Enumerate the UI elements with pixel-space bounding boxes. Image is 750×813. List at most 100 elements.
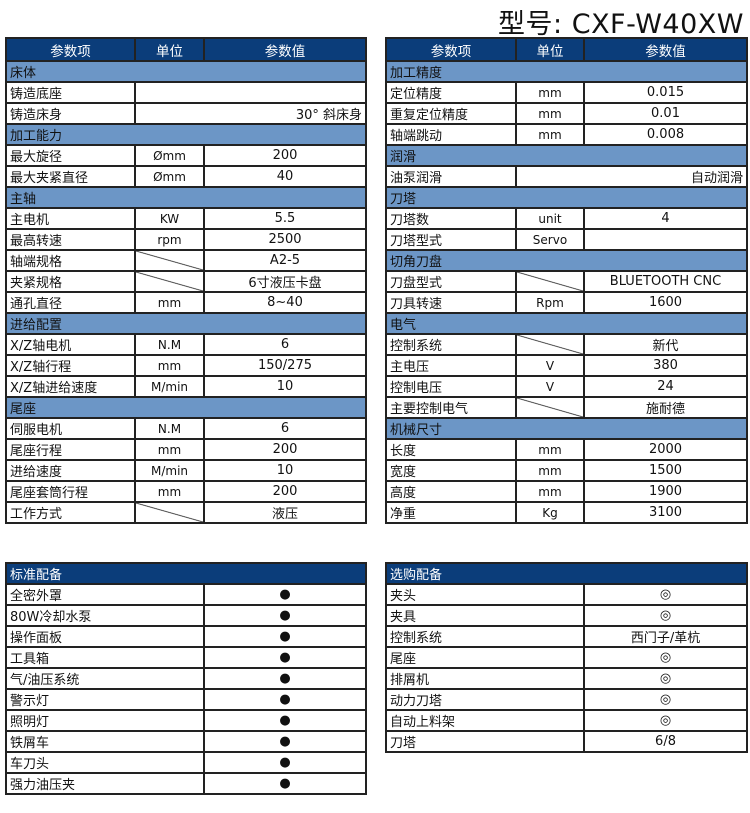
- header-unit: 单位: [515, 37, 585, 62]
- param-value: 10: [203, 375, 367, 398]
- equipment-name: 控制系统: [385, 625, 585, 648]
- param-unit: mm: [134, 438, 205, 461]
- unit-not-applicable: [134, 270, 205, 293]
- param-unit: Ømm: [134, 144, 205, 167]
- section-title: 电气: [385, 312, 748, 335]
- table-row: 净重 Kg 3100: [385, 501, 748, 524]
- param-unit: mm: [515, 480, 585, 503]
- param-value: 30° 斜床身: [134, 102, 367, 125]
- equipment-name: 全密外罩: [5, 583, 205, 606]
- equipment-row: 工具箱 ●: [5, 646, 368, 669]
- equipment-row: 气/油压系统 ●: [5, 667, 368, 690]
- param-unit: Servo: [515, 228, 585, 251]
- header-param: 参数项: [5, 37, 136, 62]
- table-row: 刀具转速 Rpm 1600: [385, 291, 748, 314]
- section-row: 进给配置: [5, 312, 367, 335]
- equipment-header-row: 选购配备: [384, 562, 749, 585]
- param-value: 5.5: [203, 207, 367, 230]
- table-row: 控制系统 新代: [385, 333, 748, 356]
- param-name: 高度: [385, 480, 517, 503]
- table-row: 通孔直径 mm 8~40: [5, 291, 367, 314]
- equipment-name: 铁屑车: [5, 730, 205, 753]
- param-value: 6: [203, 333, 367, 356]
- equipment-row: 车刀头 ●: [5, 751, 368, 774]
- section-row: 电气: [385, 312, 748, 335]
- equipment-name: 动力刀塔: [385, 688, 585, 711]
- param-value: 1900: [583, 480, 748, 503]
- equipment-name: 工具箱: [5, 646, 205, 669]
- param-value: 24: [583, 375, 748, 398]
- param-name: 重复定位精度: [385, 102, 517, 125]
- table-row: 重复定位精度 mm 0.01: [385, 102, 748, 125]
- equipment-name: 刀塔: [385, 730, 585, 753]
- param-value: 40: [203, 165, 367, 188]
- unit-not-applicable: [134, 249, 205, 272]
- param-name: 通孔直径: [5, 291, 136, 314]
- param-unit: unit: [515, 207, 585, 230]
- table-row: 轴端规格 A2-5: [5, 249, 367, 272]
- param-name: 控制系统: [385, 333, 517, 356]
- param-name: X/Z轴电机: [5, 333, 136, 356]
- table-row: 长度 mm 2000: [385, 438, 748, 461]
- table-row: 夹紧规格 6寸液压卡盘: [5, 270, 367, 293]
- param-value: A2-5: [203, 249, 367, 272]
- equipment-row: 排屑机 ◎: [385, 667, 749, 690]
- optional-equipment-table: 选购配备 夹头 ◎ 夹具 ◎ 控制系统 西门子/革杭 尾座 ◎ 排屑机 ◎ 动力刀塔 ◎ 自动上料架 ◎ 刀塔…: [384, 562, 749, 753]
- param-name: X/Z轴行程: [5, 354, 136, 377]
- param-unit: Ømm: [134, 165, 205, 188]
- equipment-value: ◎: [582, 646, 749, 669]
- param-value: 6寸液压卡盘: [203, 270, 367, 293]
- table-row: 宽度 mm 1500: [385, 459, 748, 482]
- equipment-row: 强力油压夹 ●: [5, 772, 368, 795]
- equipment-name: 夹具: [385, 604, 585, 627]
- param-name: 刀塔型式: [385, 228, 517, 251]
- section-title: 尾座: [5, 396, 367, 419]
- section-row: 床体: [5, 60, 367, 83]
- equipment-value: ◎: [582, 709, 749, 732]
- header-param: 参数项: [385, 37, 517, 62]
- param-value: 2000: [583, 438, 748, 461]
- section-title: 切角刀盘: [385, 249, 748, 272]
- header-value: 参数值: [203, 37, 367, 62]
- table-row: 控制电压 V 24: [385, 375, 748, 398]
- table-row: 主要控制电气 施耐德: [385, 396, 748, 419]
- param-name: 夹紧规格: [5, 270, 136, 293]
- param-value: 1600: [583, 291, 748, 314]
- param-unit: V: [515, 375, 585, 398]
- section-row: 尾座: [5, 396, 367, 419]
- unit-not-applicable: [515, 270, 585, 293]
- table-row: 工作方式 液压: [5, 501, 367, 524]
- param-name: 进给速度: [5, 459, 136, 482]
- param-unit: N.M: [134, 417, 205, 440]
- param-value: 380: [583, 354, 748, 377]
- standard-equipment-table: 标准配备 全密外罩 ● 80W冷却水泵 ● 操作面板 ● 工具箱 ● 气/油压系统 ● 警示灯 ● 照明灯…: [4, 562, 368, 795]
- param-name: 净重: [385, 501, 517, 524]
- section-row: 机械尺寸: [385, 417, 748, 440]
- param-name: 主电压: [385, 354, 517, 377]
- table-row: X/Z轴电机 N.M 6: [5, 333, 367, 356]
- section-row: 润滑: [385, 144, 748, 167]
- equipment-value: ●: [202, 604, 368, 627]
- param-name: 尾座行程: [5, 438, 136, 461]
- model-title: 型号: CXF-W40XW: [498, 9, 744, 40]
- table-row: 刀塔型式 Servo: [385, 228, 748, 251]
- param-unit: rpm: [134, 228, 205, 251]
- equipment-value: ◎: [582, 583, 749, 606]
- equipment-value: ●: [202, 583, 368, 606]
- equipment-name: 排屑机: [385, 667, 585, 690]
- table-row: 伺服电机 N.M 6: [5, 417, 367, 440]
- param-name: 定位精度: [385, 81, 517, 104]
- table-row: 轴端跳动 mm 0.008: [385, 123, 748, 146]
- equipment-name: 自动上料架: [385, 709, 585, 732]
- param-value: 施耐德: [583, 396, 748, 419]
- param-name: 刀具转速: [385, 291, 517, 314]
- param-value: 4: [583, 207, 748, 230]
- section-row: 切角刀盘: [385, 249, 748, 272]
- equipment-value: ●: [202, 625, 368, 648]
- equipment-row: 照明灯 ●: [5, 709, 368, 732]
- param-unit: mm: [515, 81, 585, 104]
- param-value: 200: [203, 144, 367, 167]
- table-row: 最大旋径 Ømm 200: [5, 144, 367, 167]
- param-value: 2500: [203, 228, 367, 251]
- param-value: BLUETOOTH CNC: [583, 270, 748, 293]
